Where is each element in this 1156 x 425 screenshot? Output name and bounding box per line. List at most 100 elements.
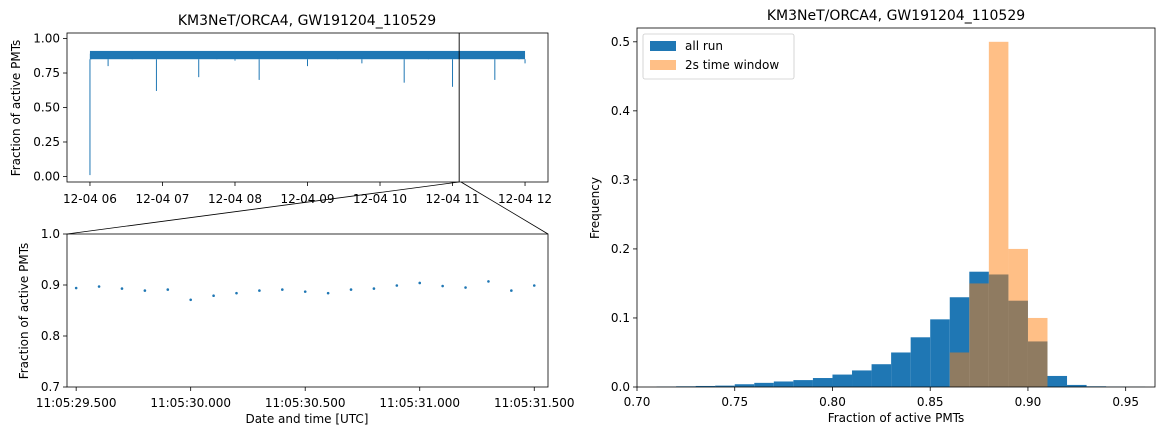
zoom-point [97, 285, 101, 288]
zoom-point [464, 286, 467, 289]
zoom-connector-left [66, 181, 460, 235]
hist-bar-2s-window [949, 352, 970, 387]
hist-bar-2s-window [1008, 248, 1028, 387]
hist-bar-all-run [871, 364, 892, 387]
zoom-connector-right [460, 181, 549, 235]
y-tick-label: 0.5 [611, 35, 630, 49]
y-tick-label: 0.75 [33, 66, 60, 80]
hist-bar-all-run [852, 370, 872, 387]
timeseries-baseline-band [89, 50, 526, 60]
x-tick-label: 0.95 [1112, 395, 1139, 409]
zoom-point [258, 289, 261, 292]
y-tick-label: 0.3 [611, 173, 630, 187]
zoom-point [395, 284, 399, 287]
y-tick-label: 0.8 [41, 329, 60, 343]
x-tick-label: 11:05:31.500 [494, 396, 575, 410]
y-tick-label: 0.1 [611, 311, 630, 325]
histogram-xlabel: Fraction of active PMTs [828, 411, 965, 425]
hist-bar-all-run [812, 378, 833, 387]
x-tick-label: 0.90 [1015, 395, 1042, 409]
zoom-axes-frame [66, 233, 549, 388]
zoom-plot-area [74, 280, 536, 302]
hist-bar-all-run [754, 382, 774, 387]
x-tick-label: 11:05:29.500 [36, 396, 117, 410]
x-tick-label: 12-04 09 [281, 192, 335, 206]
zoom-point [303, 290, 307, 293]
y-tick-label: 0.25 [33, 135, 60, 149]
timeseries-title: KM3NeT/ORCA4, GW191204_110529 [178, 13, 436, 29]
y-tick-label: 0.2 [611, 242, 630, 256]
legend-swatch-2s-window [650, 60, 676, 70]
x-tick-label: 0.70 [624, 395, 651, 409]
x-tick-label: 11:05:31.000 [379, 396, 460, 410]
legend-label-2s-window: 2s time window [685, 58, 779, 72]
histogram-panel: KM3NeT/ORCA4, GW191204_110529 0.70 0.75 0.… [588, 8, 1156, 425]
zoom-point [510, 289, 513, 292]
x-tick-label: 11:05:30.500 [265, 396, 346, 410]
histogram-ylabel: Frequency [588, 177, 602, 239]
hist-bar-all-run [891, 352, 911, 387]
histogram-legend: all run 2s time window [642, 33, 795, 80]
hist-bar-all-run [695, 385, 716, 387]
hist-bar-all-run [910, 337, 931, 387]
x-tick-label: 0.75 [721, 395, 748, 409]
zoom-xlabel: Date and time [UTC] [246, 412, 369, 425]
hist-bar-all-run [793, 380, 813, 387]
zoom-connector [66, 181, 549, 235]
histogram-title: KM3NeT/ORCA4, GW191204_110529 [767, 8, 1025, 24]
timeseries-full-panel: KM3NeT/ORCA4, GW191204_110529 12-04 06 12… [9, 13, 552, 206]
zoom-point [326, 291, 330, 295]
zoom-point [281, 288, 284, 291]
hist-bar-2s-window [969, 283, 989, 387]
y-tick-label: 1.0 [41, 227, 60, 241]
legend-swatch-all-run [650, 41, 676, 51]
y-tick-label: 0.00 [33, 169, 60, 183]
y-tick-label: 0.50 [33, 101, 60, 115]
legend-box [642, 33, 795, 80]
histogram-axes-frame [636, 27, 1156, 388]
histogram-x-ticks: 0.70 0.75 0.80 0.85 0.90 0.95 [624, 387, 1139, 409]
timeseries-ylabel: Fraction of active PMTs [9, 40, 23, 177]
hist-bar-all-run [832, 374, 853, 387]
zoom-point [74, 286, 78, 290]
x-tick-label: 12-04 11 [426, 192, 480, 206]
x-tick-label: 12-04 07 [135, 192, 189, 206]
y-tick-label: 1.00 [33, 32, 60, 46]
legend-label-all-run: all run [685, 39, 723, 53]
zoom-point [189, 298, 192, 302]
timeseries-x-ticks: 12-04 06 12-04 07 12-04 08 12-04 09 12-04 10… [63, 182, 552, 206]
y-tick-label: 0.0 [611, 380, 630, 394]
hist-bar-all-run [1067, 384, 1087, 387]
x-tick-label: 12-04 10 [353, 192, 407, 206]
zoom-point [418, 281, 422, 285]
zoom-point [349, 288, 353, 291]
x-tick-label: 12-04 08 [208, 192, 262, 206]
zoom-x-ticks: 11:05:29.500 11:05:30.000 11:05:30.500 11:0… [36, 387, 575, 410]
timeseries-y-ticks: 0.00 0.25 0.50 0.75 1.00 [33, 32, 67, 183]
hist-bar-all-run [715, 385, 735, 387]
y-tick-label: 0.4 [611, 104, 630, 118]
zoom-ylabel: Fraction of active PMTs [17, 243, 31, 380]
histogram-plot-area [656, 41, 1146, 388]
hist-bar-all-run [1047, 375, 1068, 387]
timeseries-zoom-panel: 11:05:29.500 11:05:30.000 11:05:30.500 11:0… [17, 227, 575, 425]
x-tick-label: 12-04 06 [63, 192, 117, 206]
y-tick-label: 0.7 [41, 380, 60, 394]
hist-bar-2s-window [988, 41, 1009, 388]
zoom-point [441, 284, 444, 288]
hist-bar-all-run [734, 384, 755, 387]
zoom-point [487, 280, 490, 283]
y-tick-label: 0.9 [41, 278, 60, 292]
x-tick-label: 0.80 [819, 395, 846, 409]
zoom-point [212, 294, 215, 298]
zoom-point [143, 289, 147, 292]
hist-bar-all-run [930, 319, 950, 387]
hist-bar-2s-window [1027, 317, 1048, 387]
zoom-point [532, 284, 536, 287]
timeseries-plot-area [89, 33, 526, 182]
zoom-y-ticks: 0.7 0.8 0.9 1.0 [41, 227, 67, 394]
x-tick-label: 11:05:30.000 [150, 396, 231, 410]
zoom-point [372, 287, 376, 290]
hist-bar-all-run [773, 381, 794, 387]
